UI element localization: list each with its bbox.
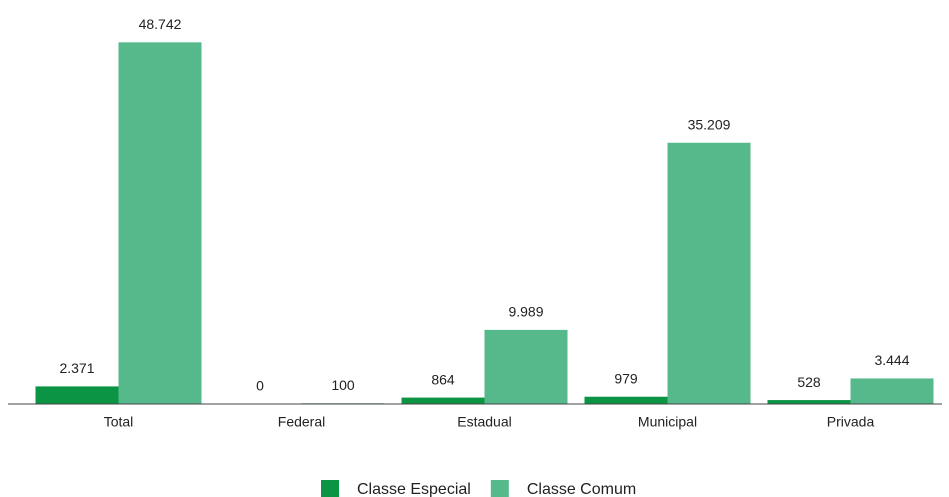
data-label: 0 [256,378,264,394]
bar [767,400,851,404]
legend-label: Classe Comum [527,481,636,497]
x-tick-label: Privada [827,414,875,430]
data-label: 3.444 [874,352,909,368]
data-label: 48.742 [139,16,182,32]
x-tick-label: Estadual [457,414,511,430]
data-label: 100 [331,377,355,393]
data-label: 35.209 [688,116,731,132]
bar [667,142,751,405]
bar [118,42,202,405]
data-label: 528 [797,374,821,390]
bar [35,386,119,404]
bar [584,396,668,404]
legend-swatch [321,480,339,497]
bar [401,397,485,404]
bar [484,329,568,404]
data-label: 979 [614,370,638,386]
bar [850,378,934,404]
x-tick-label: Municipal [638,414,697,430]
legend-swatch [490,480,509,497]
x-tick-label: Total [104,414,134,430]
x-tick-label: Federal [278,414,325,430]
data-label: 864 [431,371,455,387]
legend-label: Classe Especial [357,481,471,497]
data-label: 9.989 [508,304,543,320]
data-label: 2.371 [59,360,94,376]
